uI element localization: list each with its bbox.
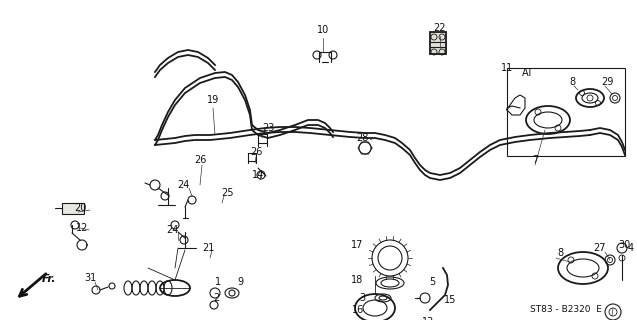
Text: 23: 23	[262, 123, 274, 133]
Text: 29: 29	[601, 77, 613, 87]
Text: 14: 14	[252, 170, 264, 180]
Text: 26: 26	[194, 155, 206, 165]
Text: 9: 9	[237, 277, 243, 287]
Text: 8: 8	[569, 77, 575, 87]
Text: 3: 3	[359, 293, 365, 303]
Text: 27: 27	[594, 243, 606, 253]
Text: 24: 24	[166, 225, 178, 235]
Bar	[430, 32, 446, 54]
Text: 12: 12	[76, 223, 88, 233]
Text: 30: 30	[618, 240, 630, 250]
Text: 5: 5	[429, 277, 435, 287]
Text: 31: 31	[84, 273, 96, 283]
Bar	[507, 68, 625, 156]
Text: 15: 15	[444, 295, 456, 305]
Text: 7: 7	[532, 155, 538, 165]
Text: 19: 19	[207, 95, 219, 105]
Text: 24: 24	[177, 180, 189, 190]
Text: 22: 22	[434, 23, 447, 33]
Text: 20: 20	[74, 203, 86, 213]
Text: 10: 10	[317, 25, 329, 35]
Text: AT: AT	[522, 68, 534, 78]
Text: 2: 2	[213, 293, 219, 303]
Text: 21: 21	[202, 243, 214, 253]
Text: 28: 28	[356, 133, 368, 143]
Text: 4: 4	[628, 243, 634, 253]
Text: 1: 1	[215, 277, 221, 287]
Text: 16: 16	[352, 305, 364, 315]
Bar	[62, 203, 84, 214]
Text: 26: 26	[250, 147, 262, 157]
Text: ST83 - B2320  E: ST83 - B2320 E	[530, 306, 602, 315]
Text: 25: 25	[222, 188, 234, 198]
Text: 17: 17	[351, 240, 363, 250]
Text: 8: 8	[557, 248, 563, 258]
Text: 18: 18	[351, 275, 363, 285]
Text: Fr.: Fr.	[42, 274, 57, 284]
Text: 13: 13	[422, 317, 434, 320]
Text: 11: 11	[501, 63, 513, 73]
